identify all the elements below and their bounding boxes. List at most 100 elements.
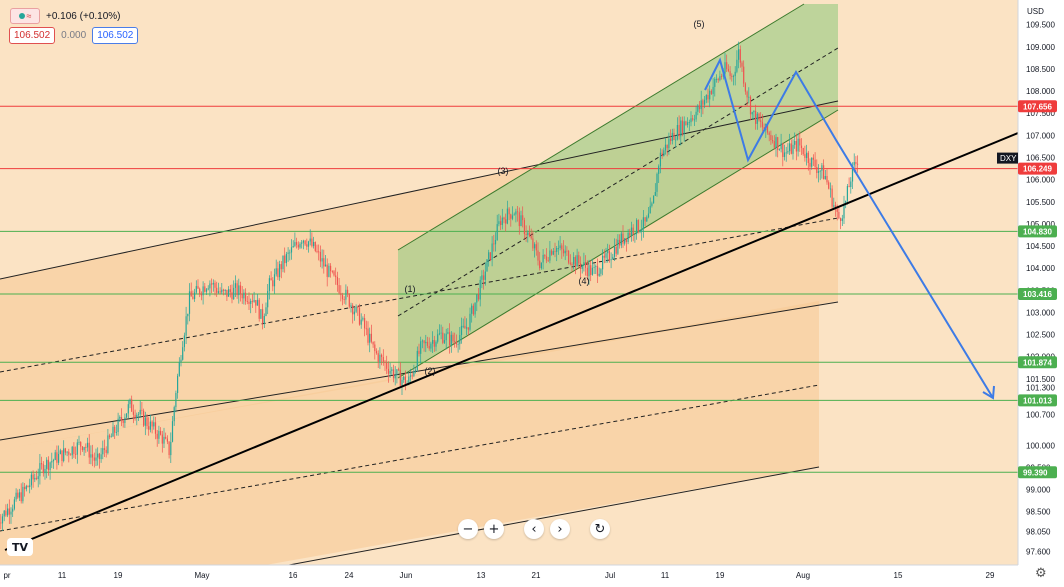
candle-body	[236, 283, 238, 296]
candle-body	[302, 240, 304, 243]
candle-body	[731, 75, 733, 77]
candle-body	[103, 448, 106, 450]
candle-body	[391, 369, 393, 371]
candle-body	[806, 152, 808, 158]
candle-body	[549, 250, 551, 261]
candle-body	[481, 275, 483, 280]
candle-body	[486, 259, 488, 272]
market-status-icon	[18, 13, 25, 19]
candle-body	[100, 454, 102, 460]
y-tick-label: 98.500	[1026, 508, 1051, 517]
candle-body	[139, 409, 141, 415]
candle-body	[811, 157, 813, 167]
candle-body	[634, 234, 636, 235]
candle-body	[71, 446, 73, 456]
sell-price-button[interactable]: 106.502	[9, 27, 56, 44]
candle-body	[610, 259, 612, 261]
zoom-out-icon[interactable]: −	[458, 519, 478, 539]
zoom-in-icon[interactable]: +	[484, 519, 504, 539]
candle-body	[816, 167, 818, 173]
candle-body	[29, 485, 31, 487]
y-tick-label: 97.600	[1026, 548, 1051, 557]
candle-body	[838, 211, 840, 219]
scroll-left-icon[interactable]: ‹	[524, 519, 544, 539]
candle-body	[296, 242, 298, 245]
buy-price-button[interactable]: 106.502	[92, 27, 139, 44]
candle-body	[224, 289, 226, 291]
candle-body	[814, 159, 816, 167]
candle-body	[214, 282, 216, 288]
candle-body	[749, 96, 752, 115]
candle-body	[255, 300, 257, 306]
candle-body	[178, 362, 180, 376]
candle-body	[710, 90, 712, 94]
candle-body	[37, 476, 39, 479]
candle-body	[185, 316, 187, 336]
green-channel-top-line	[397, 3, 805, 251]
candle-body	[557, 248, 559, 249]
candle-body	[653, 195, 655, 204]
candle-body	[641, 228, 643, 232]
x-tick-label: Aug	[796, 571, 810, 580]
candle-body	[323, 258, 325, 267]
candle-body	[54, 452, 56, 460]
y-tick-label: 100.000	[1026, 441, 1055, 450]
candle-body	[620, 233, 622, 246]
candle-body	[542, 254, 544, 263]
candle-body	[671, 132, 673, 141]
candle-body	[617, 239, 619, 254]
candle-body	[517, 211, 519, 213]
scroll-right-icon[interactable]: ›	[550, 519, 570, 539]
price-level-label: 104.830	[1023, 227, 1052, 236]
settings-gear-icon[interactable]: ⚙	[1035, 566, 1047, 581]
x-tick-label: 24	[345, 571, 354, 580]
x-tick-label: Jun	[400, 571, 413, 580]
candle-body	[265, 307, 267, 316]
candle-body	[498, 221, 500, 225]
candle-body	[375, 351, 378, 354]
y-tick-label: 108.500	[1026, 65, 1055, 74]
candle-body	[503, 217, 505, 220]
candle-body	[352, 305, 354, 315]
candle-body	[251, 300, 253, 302]
symbol-toggle[interactable]: ≈	[10, 8, 40, 24]
candle-body	[423, 340, 425, 344]
candle-body	[775, 137, 777, 148]
candle-body	[34, 477, 36, 480]
y-tick-label: 108.000	[1026, 87, 1055, 96]
candle-body	[704, 99, 706, 105]
candle-body	[246, 301, 248, 302]
candle-body	[333, 271, 335, 276]
candle-body	[148, 426, 150, 430]
candle-body	[804, 154, 806, 158]
wave-label: (2)	[425, 366, 436, 376]
candle-body	[262, 309, 264, 324]
candle-body	[833, 205, 835, 207]
price-level-label: 101.013	[1023, 396, 1052, 405]
price-level-tag	[1018, 100, 1057, 113]
candle-body	[413, 370, 415, 376]
y-tick-label: 99.000	[1026, 486, 1051, 495]
candle-body	[415, 369, 417, 371]
candle-body	[525, 234, 527, 235]
candle-body	[709, 90, 711, 100]
currency-label[interactable]: USD	[1027, 7, 1044, 16]
tradingview-logo-icon[interactable]: TV	[7, 538, 33, 556]
y-tick-label: 107.000	[1026, 131, 1055, 140]
candle-body	[307, 241, 310, 247]
candle-body	[545, 256, 548, 261]
candle-body	[768, 132, 770, 135]
y-tick-label: 103.000	[1026, 309, 1055, 318]
candle-body	[270, 278, 272, 281]
reset-chart-icon[interactable]: ↻	[590, 519, 610, 539]
candle-body	[647, 213, 650, 218]
candle-body	[530, 236, 532, 239]
candle-body	[454, 341, 456, 343]
y-tick-label: 100.700	[1026, 410, 1055, 419]
candle-body	[846, 186, 848, 201]
candle-body	[539, 260, 541, 269]
y-tick-label: 104.500	[1026, 242, 1055, 251]
candle-body	[76, 442, 78, 455]
candle-body	[615, 246, 617, 254]
